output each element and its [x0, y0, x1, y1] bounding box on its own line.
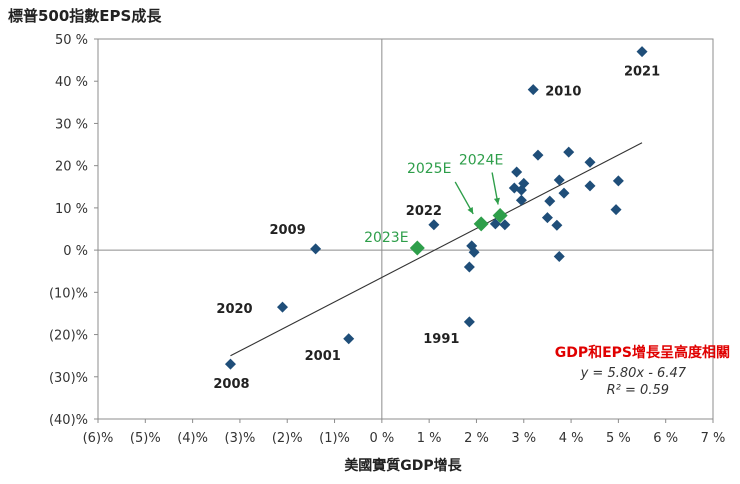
- x-tick-label: 7 %: [701, 431, 726, 446]
- y-tick-label: (10)%: [49, 286, 88, 301]
- plot-frame: [97, 38, 714, 420]
- data-point: [515, 184, 527, 196]
- data-point: [563, 146, 575, 158]
- r-squared: R² = 0.59: [607, 383, 669, 398]
- data-point: [489, 218, 501, 230]
- x-tick-label: 1 %: [417, 431, 442, 446]
- x-tick-label: 2 %: [464, 431, 489, 446]
- point-label: 2010: [545, 85, 581, 100]
- data-point: [527, 84, 539, 96]
- data-point: [610, 204, 622, 216]
- data-point: [224, 358, 236, 370]
- x-tick-label: (5)%: [130, 431, 161, 446]
- data-point: [463, 261, 475, 273]
- estimate-point: [473, 216, 489, 232]
- x-tick-label: 5 %: [606, 431, 631, 446]
- x-tick-label: (4)%: [177, 431, 208, 446]
- estimate-label: 2024E: [459, 152, 503, 168]
- data-point: [511, 166, 523, 178]
- point-label: 1991: [423, 332, 459, 347]
- data-point: [612, 175, 624, 187]
- y-tick-label: (40)%: [49, 413, 88, 428]
- data-point: [515, 194, 527, 206]
- data-point: [553, 174, 565, 186]
- data-point: [468, 246, 480, 258]
- data-point: [277, 301, 288, 313]
- x-tick-label: 3 %: [511, 431, 536, 446]
- data-point: [636, 46, 648, 58]
- y-tick-label: 30 %: [55, 117, 88, 132]
- data-point: [310, 243, 322, 255]
- data-point: [428, 219, 440, 231]
- point-label: 2008: [213, 377, 249, 392]
- trendline-equation: y = 5.80x - 6.47: [580, 366, 687, 381]
- x-tick-label: (6)%: [83, 431, 114, 446]
- point-label: 2020: [216, 302, 252, 317]
- point-label: 2009: [270, 223, 306, 238]
- estimate-label: 2023E: [364, 230, 408, 246]
- x-tick-label: (1)%: [319, 431, 350, 446]
- estimate-point: [409, 240, 425, 256]
- estimate-label: 2025E: [407, 161, 451, 177]
- estimate-arrow-2024e-head: [493, 197, 500, 205]
- y-tick-label: 20 %: [55, 160, 88, 175]
- point-label: 2021: [624, 65, 660, 80]
- data-point: [584, 156, 596, 168]
- x-tick-label: 0 %: [369, 431, 394, 446]
- data-point: [499, 219, 511, 231]
- estimate-arrow-2025e-head: [467, 206, 474, 214]
- y-tick-label: 40 %: [55, 75, 88, 90]
- y-tick-label: 50 %: [55, 33, 88, 48]
- point-label: 2001: [305, 349, 341, 364]
- data-point: [584, 180, 596, 192]
- data-point: [558, 187, 570, 199]
- y-tick-label: (20)%: [49, 329, 88, 344]
- estimate-point: [492, 207, 508, 223]
- y-tick-label: 0 %: [63, 244, 88, 259]
- chart-title: 標普500指數EPS成長: [8, 7, 162, 25]
- point-label: 2022: [406, 204, 442, 219]
- data-point: [553, 250, 565, 262]
- trendline: [230, 142, 643, 357]
- y-tick-label: 10 %: [55, 202, 88, 217]
- data-point: [551, 219, 563, 231]
- data-point: [541, 212, 553, 224]
- data-point: [544, 195, 556, 207]
- data-point: [532, 149, 544, 161]
- x-tick-label: (3)%: [225, 431, 256, 446]
- y-tick-label: (30)%: [49, 371, 88, 386]
- x-tick-label: (2)%: [272, 431, 303, 446]
- data-point: [463, 316, 475, 328]
- x-tick-label: 6 %: [653, 431, 678, 446]
- x-axis-label: 美國實質GDP增長: [344, 457, 462, 474]
- annotation-headline: GDP和EPS增長呈高度相關: [555, 344, 730, 361]
- data-point: [343, 333, 355, 345]
- x-tick-label: 4 %: [559, 431, 584, 446]
